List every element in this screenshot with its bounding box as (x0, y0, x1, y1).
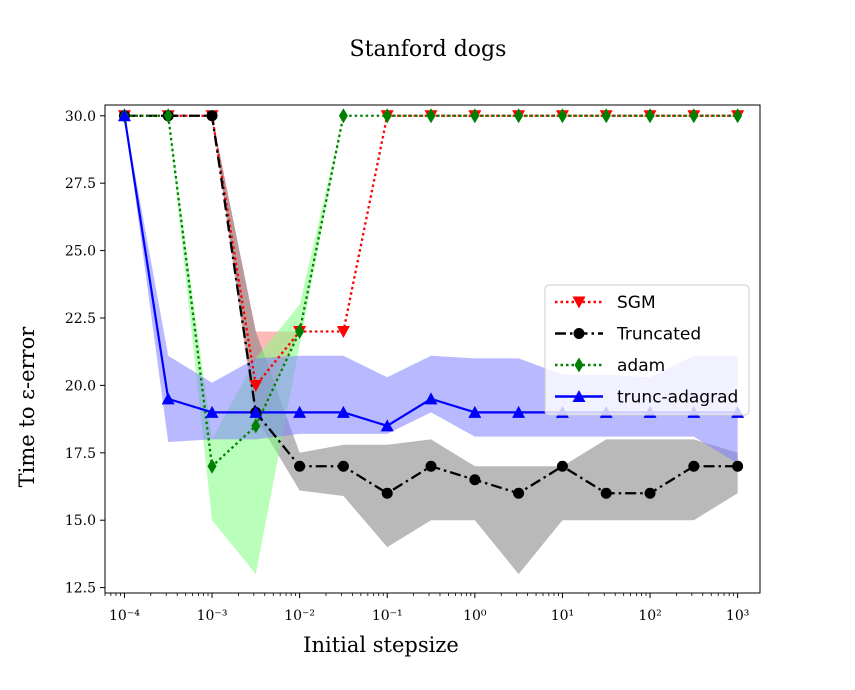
x-tick-label: 10¹ (551, 608, 574, 624)
y-tick-label: 15.0 (65, 513, 96, 529)
legend-sgm-marker (572, 296, 586, 309)
legend: SGM Truncated adam trunc-adagrad (544, 284, 750, 416)
trunc-adagrad-point (249, 405, 263, 418)
adam-point (470, 108, 480, 124)
y-tick-label: 27.5 (65, 176, 96, 192)
legend-trunc-adagrad-marker (572, 390, 586, 402)
trunc-adagrad-point (468, 405, 482, 418)
trunc-adagrad-point (336, 405, 350, 418)
y-axis-ticks: 12.5 15.0 17.5 20.0 22.5 25.0 27.5 30.0 (65, 109, 105, 597)
truncated-point (556, 460, 568, 472)
y-axis-label: Time to ε-error (15, 326, 39, 488)
y-tick-label: 17.5 (65, 446, 96, 462)
legend-trunc-adagrad-label: trunc-adagrad (617, 388, 738, 408)
adam-point (251, 418, 261, 434)
trunc-adagrad-point (424, 392, 438, 405)
y-tick-label: 22.5 (65, 311, 96, 327)
trunc-adagrad-point (293, 405, 307, 418)
adam-point (557, 108, 567, 124)
x-tick-label: 10⁰ (463, 608, 487, 624)
adam-point (733, 108, 743, 124)
adam-point (163, 108, 173, 124)
legend-sgm-label: SGM (617, 293, 656, 313)
plot-area-frame (104, 104, 761, 594)
adam-point (689, 108, 699, 124)
x-axis-label: Initial stepsize (303, 633, 459, 657)
adam-point (207, 458, 217, 474)
y-tick-label: 25.0 (65, 244, 96, 260)
adam-line (124, 114, 738, 468)
trunc-adagrad-point (161, 392, 175, 405)
x-tick-label: 10⁻² (284, 608, 315, 624)
truncated-point (469, 474, 481, 486)
truncated-point (600, 487, 612, 499)
trunc-adagrad-point (117, 109, 131, 122)
x-tick-label: 10⁻⁴ (109, 608, 140, 624)
legend-box (544, 284, 750, 416)
y-tick-label: 12.5 (65, 581, 96, 597)
truncated-band (124, 115, 738, 575)
trunc-adagrad-point (512, 405, 526, 418)
x-tick-label: 10⁻³ (197, 608, 228, 624)
x-tick-label: 10⁻¹ (372, 608, 403, 624)
legend-adam-label: adam (617, 356, 665, 376)
truncated-point (381, 487, 393, 499)
adam-point (514, 108, 524, 124)
sgm-point (249, 379, 263, 392)
x-axis-ticks: 10⁻⁴ 10⁻³ 10⁻² 10⁻¹ 10⁰ 10¹ 10² 10³ (104, 593, 749, 624)
chart-title: Stanford dogs (350, 37, 507, 62)
trunc-adagrad-point (380, 419, 394, 432)
adam-point (382, 108, 392, 124)
truncated-point (294, 460, 306, 472)
truncated-point (425, 460, 437, 472)
trunc-adagrad-point (205, 405, 219, 418)
x-tick-label: 10² (638, 608, 661, 624)
adam-point (426, 108, 436, 124)
y-tick-label: 20.0 (65, 378, 96, 394)
adam-point (295, 323, 305, 339)
truncated-point (732, 460, 744, 472)
legend-truncated-label: Truncated (616, 325, 701, 345)
truncated-point (337, 460, 349, 472)
truncated-point (206, 110, 218, 122)
y-tick-label: 30.0 (65, 109, 96, 125)
legend-adam-marker (574, 357, 584, 373)
x-tick-label: 10³ (726, 608, 749, 624)
truncated-point (644, 487, 656, 499)
adam-point (601, 108, 611, 124)
truncated-point (513, 487, 525, 499)
legend-truncated-marker (573, 328, 585, 339)
adam-point (645, 108, 655, 124)
truncated-point (688, 460, 700, 472)
sgm-point (336, 325, 350, 338)
adam-point (338, 108, 348, 124)
